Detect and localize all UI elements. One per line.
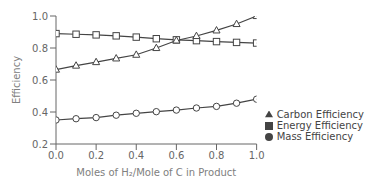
html-text:Energy Efficiency: Energy Efficiency [276, 120, 363, 131]
svg-text:1.0: 1.0 [249, 150, 265, 161]
svg-text:0.4: 0.4 [32, 107, 48, 118]
svg-text:Moles of H₂/Mole of C in Produ: Moles of H₂/Mole of C in Product [76, 167, 236, 178]
svg-text:1.0: 1.0 [32, 11, 48, 22]
svg-text:0.2: 0.2 [32, 139, 48, 150]
svg-text:0.6: 0.6 [168, 150, 184, 161]
html-text:Mass Efficiency: Mass Efficiency [276, 131, 354, 142]
svg-text:Efficiency: Efficiency [11, 56, 22, 104]
svg-text:0.8: 0.8 [209, 150, 225, 161]
html-text:Carbon Efficiency: Carbon Efficiency [276, 109, 364, 120]
svg-text:0.4: 0.4 [128, 150, 144, 161]
svg-text:0.8: 0.8 [32, 43, 48, 54]
svg-text:0.2: 0.2 [88, 150, 104, 161]
svg-text:0.0: 0.0 [48, 150, 64, 161]
svg-text:0.6: 0.6 [32, 75, 48, 86]
